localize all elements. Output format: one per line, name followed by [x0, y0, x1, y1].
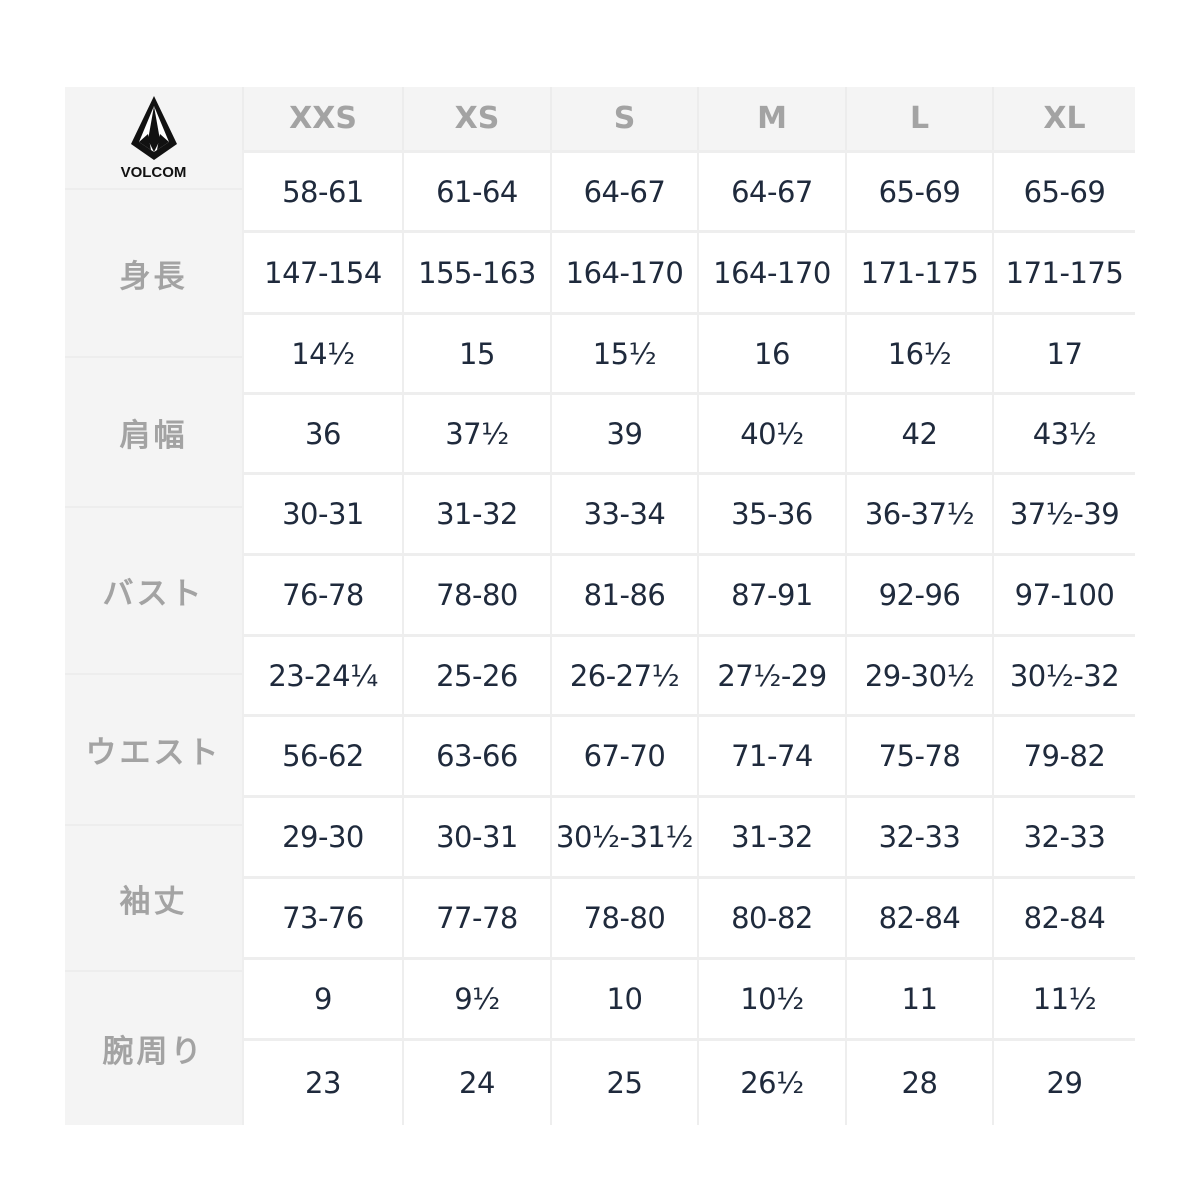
table-cell: 25 — [550, 1038, 697, 1125]
table-cell: 77-78 — [402, 876, 550, 957]
label-height: 身長 — [65, 190, 242, 358]
table-cell: 16½ — [845, 312, 992, 392]
label-bust: バスト — [65, 508, 242, 675]
table-cell: 171-175 — [845, 230, 992, 312]
table-cell: 26-27½ — [550, 634, 697, 714]
table-cell: 65-69 — [992, 150, 1135, 230]
volcom-stone-icon — [130, 96, 177, 160]
size-header: XL — [992, 87, 1135, 150]
table-cell: 30½-31½ — [550, 795, 697, 876]
table-cell: 33-34 — [550, 472, 697, 553]
table-cell: 23-24¼ — [242, 634, 402, 714]
table-cell: 31-32 — [402, 472, 550, 553]
table-cell: 56-62 — [242, 714, 402, 795]
size-header: XS — [402, 87, 550, 150]
label-sleeve: 袖丈 — [65, 826, 242, 972]
table-cell: 9 — [242, 957, 402, 1038]
label-shoulder: 肩幅 — [65, 358, 242, 508]
table-cell: 79-82 — [992, 714, 1135, 795]
table-cell: 155-163 — [402, 230, 550, 312]
table-cell: 61-64 — [402, 150, 550, 230]
table-cell: 63-66 — [402, 714, 550, 795]
table-cell: 15½ — [550, 312, 697, 392]
table-cell: 31-32 — [697, 795, 845, 876]
table-cell: 14½ — [242, 312, 402, 392]
table-cell: 71-74 — [697, 714, 845, 795]
table-cell: 32-33 — [845, 795, 992, 876]
table-cell: 25-26 — [402, 634, 550, 714]
size-header: M — [697, 87, 845, 150]
table-cell: 82-84 — [992, 876, 1135, 957]
table-cell: 29-30 — [242, 795, 402, 876]
table-cell: 92-96 — [845, 553, 992, 634]
table-cell: 76-78 — [242, 553, 402, 634]
table-cell: 81-86 — [550, 553, 697, 634]
size-header: L — [845, 87, 992, 150]
table-cell: 65-69 — [845, 150, 992, 230]
table-cell: 73-76 — [242, 876, 402, 957]
table-cell: 75-78 — [845, 714, 992, 795]
table-cell: 24 — [402, 1038, 550, 1125]
table-cell: 64-67 — [697, 150, 845, 230]
table-cell: 171-175 — [992, 230, 1135, 312]
table-cell: 39 — [550, 392, 697, 472]
table-cell: 80-82 — [697, 876, 845, 957]
size-header: S — [550, 87, 697, 150]
table-cell: 11½ — [992, 957, 1135, 1038]
table-cell: 37½ — [402, 392, 550, 472]
table-cell: 30½-32 — [992, 634, 1135, 714]
table-cell: 147-154 — [242, 230, 402, 312]
table-cell: 15 — [402, 312, 550, 392]
brand-logo: VOLCOM — [65, 87, 242, 190]
table-cell: 78-80 — [402, 553, 550, 634]
table-cell: 30-31 — [242, 472, 402, 553]
table-cell: 10 — [550, 957, 697, 1038]
table-cell: 11 — [845, 957, 992, 1038]
table-cell: 10½ — [697, 957, 845, 1038]
size-chart: VOLCOM 身長 肩幅 バスト ウエスト 袖丈 腕周り XXS XS S M L XL 5… — [65, 87, 1135, 1125]
table-cell: 35-36 — [697, 472, 845, 553]
table-cell: 78-80 — [550, 876, 697, 957]
table-cell: 87-91 — [697, 553, 845, 634]
table-cell: 17 — [992, 312, 1135, 392]
table-cell: 42 — [845, 392, 992, 472]
table-cell: 28 — [845, 1038, 992, 1125]
size-header: XXS — [242, 87, 402, 150]
table-cell: 67-70 — [550, 714, 697, 795]
label-arm: 腕周り — [65, 972, 242, 1125]
table-cell: 30-31 — [402, 795, 550, 876]
size-grid: XXS XS S M L XL 58-61 61-64 64-67 64-67 65-69 65-69… — [242, 87, 1135, 1125]
table-cell: 29-30½ — [845, 634, 992, 714]
table-cell: 36-37½ — [845, 472, 992, 553]
table-cell: 164-170 — [550, 230, 697, 312]
table-cell: 32-33 — [992, 795, 1135, 876]
table-cell: 23 — [242, 1038, 402, 1125]
table-cell: 58-61 — [242, 150, 402, 230]
table-cell: 29 — [992, 1038, 1135, 1125]
table-cell: 9½ — [402, 957, 550, 1038]
brand-name: VOLCOM — [120, 164, 187, 181]
table-cell: 97-100 — [992, 553, 1135, 634]
table-cell: 64-67 — [550, 150, 697, 230]
table-cell: 164-170 — [697, 230, 845, 312]
measurement-labels: VOLCOM 身長 肩幅 バスト ウエスト 袖丈 腕周り — [65, 87, 242, 1125]
table-cell: 82-84 — [845, 876, 992, 957]
table-cell: 36 — [242, 392, 402, 472]
table-cell: 16 — [697, 312, 845, 392]
table-cell: 27½-29 — [697, 634, 845, 714]
table-cell: 37½-39 — [992, 472, 1135, 553]
table-cell: 43½ — [992, 392, 1135, 472]
label-waist: ウエスト — [65, 675, 242, 826]
table-cell: 26½ — [697, 1038, 845, 1125]
table-cell: 40½ — [697, 392, 845, 472]
